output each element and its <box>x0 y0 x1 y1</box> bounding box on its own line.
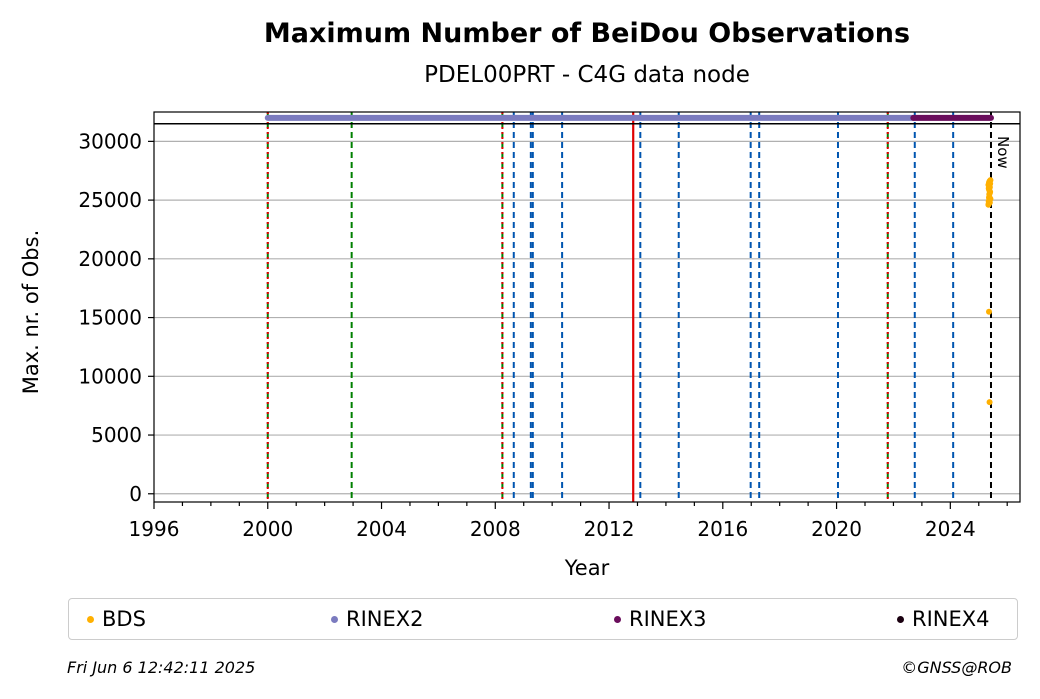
legend-item-rinex4: RINEX4 <box>897 599 990 639</box>
legend-item-bds: BDS <box>87 599 146 639</box>
legend-marker-bds <box>87 615 94 623</box>
y-tick-label: 10000 <box>78 364 142 388</box>
chart-subtitle: PDEL00PRT - C4G data node <box>424 62 750 88</box>
legend-label-rinex2: RINEX2 <box>346 607 424 631</box>
now-label: Now <box>994 136 1012 169</box>
x-tick-label: 2008 <box>470 517 521 541</box>
legend-item-rinex3: RINEX3 <box>614 599 707 639</box>
series-bds-point <box>986 183 993 190</box>
y-tick-label: 15000 <box>78 306 142 330</box>
chart-title: Maximum Number of BeiDou Observations <box>264 18 910 49</box>
y-axis-label: Max. nr. of Obs. <box>19 230 43 395</box>
series-bds-point <box>986 308 993 315</box>
legend-item-rinex2: RINEX2 <box>331 599 424 639</box>
x-tick-label: 2024 <box>925 517 976 541</box>
footer-copyright: ©GNSS@ROB <box>901 658 1012 677</box>
x-tick-label: 1996 <box>129 517 180 541</box>
legend-marker-rinex3 <box>614 615 621 623</box>
x-tick-label: 2004 <box>356 517 407 541</box>
series-bds-point <box>987 195 994 202</box>
legend-marker-rinex4 <box>897 615 904 623</box>
series-bds-point <box>985 200 992 207</box>
y-tick-label: 25000 <box>78 188 142 212</box>
x-axis: 1996 2000 2004 2008 2012 2016 2020 2024 <box>129 502 1008 541</box>
legend-marker-rinex2 <box>331 615 338 623</box>
series-bds-point <box>986 190 993 197</box>
legend-label-rinex3: RINEX3 <box>629 607 707 631</box>
legend-label-bds: BDS <box>102 607 146 631</box>
legend: BDS RINEX2 RINEX3 RINEX4 <box>68 598 1018 640</box>
series-bds-point <box>986 178 993 185</box>
x-tick-label: 2012 <box>584 517 635 541</box>
x-axis-label: Year <box>564 556 610 580</box>
x-tick-label: 2000 <box>242 517 293 541</box>
legend-label-rinex4: RINEX4 <box>912 607 990 631</box>
x-tick-label: 2016 <box>697 517 748 541</box>
y-tick-label: 0 <box>129 482 142 506</box>
plot-area <box>153 111 1021 503</box>
footer-timestamp: Fri Jun 6 12:42:11 2025 <box>67 658 256 677</box>
data-series <box>264 114 994 406</box>
series-bds-point <box>986 399 993 406</box>
y-tick-label: 5000 <box>91 423 142 447</box>
y-axis: 0 5000 10000 15000 20000 25000 30000 <box>78 129 154 506</box>
x-tick-label: 2020 <box>811 517 862 541</box>
y-tick-label: 20000 <box>78 247 142 271</box>
grid-lines <box>154 140 1020 495</box>
y-tick-label: 30000 <box>78 129 142 153</box>
event-lines <box>266 112 992 502</box>
